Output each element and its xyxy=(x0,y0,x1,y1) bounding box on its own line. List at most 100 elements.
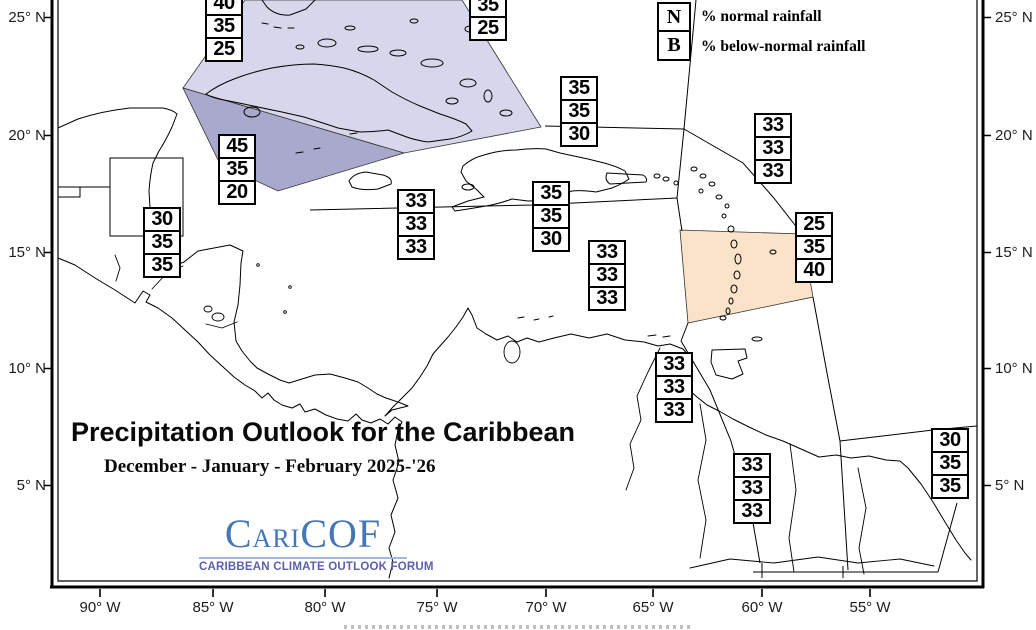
lon-label-55w: 55° W xyxy=(849,599,891,616)
forecast-value: 33 xyxy=(754,113,792,138)
florida-coast xyxy=(261,0,316,16)
forecast-value: 35 xyxy=(931,451,969,476)
legend-row-normal: N % normal rainfall xyxy=(657,2,865,32)
forecast-value: 33 xyxy=(397,235,435,260)
forecast-value: 25 xyxy=(205,37,243,62)
map-subtitle: December - January - February 2025-'26 xyxy=(104,456,436,477)
forecast-value: 33 xyxy=(655,352,693,377)
logo-tagline: CARIBBEAN CLIMATE OUTLOOK FORUM xyxy=(199,561,434,573)
abc-islands xyxy=(517,315,554,321)
forecast-value: 35 xyxy=(218,157,256,182)
map-title: Precipitation Outlook for the Caribbean xyxy=(71,417,576,447)
region-polygon-light-lavender xyxy=(182,0,542,154)
coastlines xyxy=(57,0,972,579)
cayman-islands xyxy=(295,132,358,154)
isla-juventud xyxy=(243,106,261,118)
forecast-value: 30 xyxy=(143,207,181,232)
trinidad-coast xyxy=(710,348,748,380)
wordmark-cof: COF xyxy=(300,511,382,556)
map-frame xyxy=(50,0,985,589)
lat-label-right-5n: 5° N xyxy=(995,477,1025,494)
forecast-value: 40 xyxy=(795,258,833,283)
lat-label-right-10n: 10° N xyxy=(995,360,1033,377)
forecast-value: 25 xyxy=(469,16,507,41)
forecast-stack-jamaica: 33 33 33 xyxy=(397,189,435,260)
lon-label-75w: 75° W xyxy=(416,599,458,616)
forecast-stack-hispaniola: 35 35 30 xyxy=(532,181,570,252)
gonave-island xyxy=(461,183,475,191)
forecast-value: 33 xyxy=(588,263,626,288)
forecast-value: 33 xyxy=(733,499,771,524)
forecast-value: 33 xyxy=(397,212,435,237)
forecast-value: 35 xyxy=(532,181,570,206)
mainland-caribbean-coast xyxy=(57,107,972,561)
caricof-logo: C ARI COF CARIBBEAN CLIMATE OUTLOOK FORUM xyxy=(199,512,434,573)
legend-label-normal: % normal rainfall xyxy=(701,8,822,25)
forecast-value: 35 xyxy=(560,76,598,101)
forecast-value: 35 xyxy=(143,253,181,278)
forecast-value: 45 xyxy=(218,134,256,159)
wordmark-c: C xyxy=(224,511,253,556)
region-polygon-orange xyxy=(679,229,814,324)
forecast-value: 30 xyxy=(532,227,570,252)
forecast-value: 35 xyxy=(795,235,833,260)
legend: N % normal rainfall B % below-normal rai… xyxy=(657,2,865,61)
forecast-value: 33 xyxy=(588,240,626,265)
legend-key-b: B xyxy=(657,30,691,61)
forecast-stack-belize: 30 35 35 xyxy=(143,207,181,278)
cropped-caption-text xyxy=(344,625,690,629)
margarita-islands xyxy=(647,334,671,338)
puerto-rico-coast xyxy=(605,172,648,185)
lat-label-left-20n: 20° N xyxy=(8,127,46,144)
forecast-stack-guyana: 33 33 33 xyxy=(733,453,771,524)
forecast-stack-bahamas: 35 25 xyxy=(469,0,507,41)
florida-keys xyxy=(261,22,295,29)
legend-label-below-normal: % below-normal rainfall xyxy=(701,37,866,55)
forecast-value: 35 xyxy=(143,230,181,255)
forecast-stack-leewards: 33 33 33 xyxy=(754,113,792,184)
lon-label-70w: 70° W xyxy=(525,599,567,616)
forecast-value: 25 xyxy=(795,212,833,237)
lesser-antilles-islands xyxy=(653,166,777,321)
wordmark-ari: ARI xyxy=(252,524,301,553)
forecast-stack-west-cuba: 45 35 20 xyxy=(218,134,256,205)
forecast-stack-turks: 35 35 30 xyxy=(560,76,598,147)
lat-label-left-5n: 5° N xyxy=(16,477,46,494)
lon-label-90w: 90° W xyxy=(79,599,121,616)
lat-label-right-20n: 20° N xyxy=(995,127,1033,144)
jamaica-coast xyxy=(348,171,392,191)
forecast-value: 33 xyxy=(588,286,626,311)
forecast-stack-east-caribbean: 33 33 33 xyxy=(588,240,626,311)
forecast-stack-trinidad: 33 33 33 xyxy=(655,352,693,423)
tobago-island xyxy=(751,336,763,342)
lat-label-right-25n: 25° N xyxy=(995,9,1033,26)
forecast-value: 33 xyxy=(733,453,771,478)
lon-label-85w: 85° W xyxy=(192,599,234,616)
forecast-value: 35 xyxy=(931,474,969,499)
forecast-value: 33 xyxy=(754,136,792,161)
forecast-value: 33 xyxy=(733,476,771,501)
forecast-value: 30 xyxy=(931,428,969,453)
forecast-value: 35 xyxy=(205,14,243,39)
forecast-value: 33 xyxy=(397,189,435,214)
forecast-value: 33 xyxy=(754,159,792,184)
lat-label-left-10n: 10° N xyxy=(8,360,46,377)
forecast-stack-windwards: 25 35 40 xyxy=(795,212,833,283)
forecast-value: 33 xyxy=(655,398,693,423)
forecast-stack-french-guiana: 30 35 35 xyxy=(931,428,969,499)
hispaniola-coast xyxy=(451,148,630,212)
cuba-coast xyxy=(205,63,473,143)
lat-label-left-15n: 15° N xyxy=(8,244,46,261)
legend-key-n: N xyxy=(657,2,691,32)
lat-label-right-15n: 15° N xyxy=(995,244,1033,261)
lon-label-60w: 60° W xyxy=(741,599,783,616)
lon-label-65w: 65° W xyxy=(632,599,674,616)
forecast-value: 35 xyxy=(560,99,598,124)
legend-row-below-normal: B % below-normal rainfall xyxy=(657,30,866,61)
forecast-stack-florida-straits: 40 35 25 xyxy=(205,0,243,62)
caricof-wordmark: C ARI COF xyxy=(199,512,407,556)
lat-label-left-25n: 25° N xyxy=(8,9,46,26)
forecast-value: 33 xyxy=(655,375,693,400)
